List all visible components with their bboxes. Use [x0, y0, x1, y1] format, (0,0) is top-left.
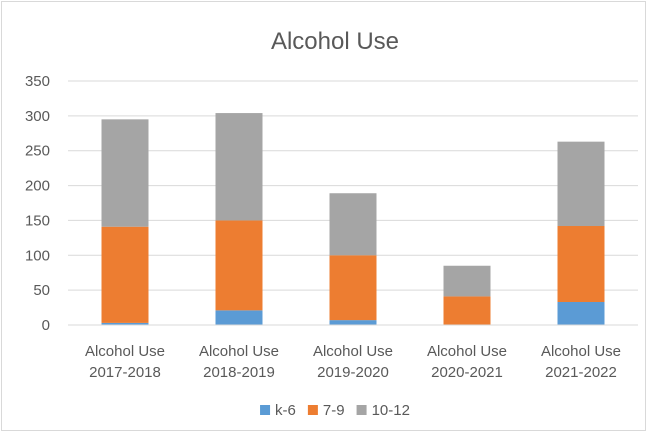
legend-swatch-7-9 [307, 405, 318, 415]
bar-segment-7-9 [443, 296, 491, 325]
legend-label: k-6 [275, 402, 296, 419]
bar-segment-7-9 [329, 255, 377, 321]
y-tick-label: 200 [25, 178, 50, 195]
y-tick-label: 0 [42, 317, 50, 334]
x-tick-label: 2018-2019 [203, 364, 275, 381]
bar-segment-k-6 [329, 320, 377, 325]
legend-swatch-k-6 [260, 405, 271, 415]
bar-segment-10-12 [557, 141, 605, 227]
x-tick-label: Alcohol Use [313, 343, 393, 360]
y-tick-label: 250 [25, 143, 50, 160]
y-tick-label: 350 [25, 73, 50, 90]
x-tick-label: 2021-2022 [545, 364, 617, 381]
bar-segment-k-6 [557, 301, 605, 325]
y-tick-label: 100 [25, 247, 50, 264]
bar-segment-10-12 [215, 113, 263, 221]
legend-label: 7-9 [323, 402, 345, 419]
x-tick-label: 2017-2018 [89, 364, 161, 381]
bar-segment-7-9 [101, 226, 149, 323]
x-tick-label: Alcohol Use [85, 343, 165, 360]
y-tick-label: 50 [33, 282, 50, 299]
y-axis-ticks: 0 50 100 150 200 250 300 350 [25, 73, 50, 334]
bar-segment-7-9 [557, 226, 605, 302]
bars [101, 113, 605, 325]
legend-swatch-10-12 [356, 405, 367, 415]
legend: k-6 7-9 10-12 [260, 402, 410, 419]
bar-segment-10-12 [329, 193, 377, 256]
gridlines [68, 80, 638, 291]
bar-segment-k-6 [215, 310, 263, 325]
x-tick-label: 2020-2021 [431, 364, 503, 381]
y-tick-label: 150 [25, 212, 50, 229]
x-axis-labels: Alcohol Use 2017-2018 Alcohol Use 2018-2019… [85, 343, 621, 381]
x-tick-label: 2019-2020 [317, 364, 389, 381]
x-tick-label: Alcohol Use [427, 343, 507, 360]
bar-segment-k-6 [101, 322, 149, 325]
x-tick-label: Alcohol Use [541, 343, 621, 360]
x-tick-label: Alcohol Use [199, 343, 279, 360]
bar-segment-10-12 [443, 265, 491, 297]
y-tick-label: 300 [25, 108, 50, 125]
chart-title: Alcohol Use [271, 28, 399, 55]
bar-segment-7-9 [215, 220, 263, 311]
legend-label: 10-12 [372, 402, 410, 419]
bar-segment-10-12 [101, 119, 149, 227]
